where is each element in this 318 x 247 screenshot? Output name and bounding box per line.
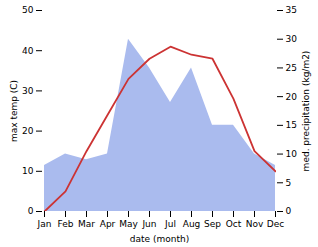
svg-text:15: 15 — [286, 120, 297, 130]
svg-text:50: 50 — [22, 5, 34, 15]
svg-text:Jan: Jan — [37, 219, 52, 229]
svg-text:Dec: Dec — [267, 219, 284, 229]
svg-text:0: 0 — [286, 206, 292, 216]
svg-text:10: 10 — [22, 166, 34, 176]
svg-text:date (month): date (month) — [130, 234, 189, 244]
svg-text:20: 20 — [22, 126, 34, 136]
svg-text:35: 35 — [286, 5, 297, 15]
svg-text:Jun: Jun — [141, 219, 156, 229]
svg-text:Apr: Apr — [100, 219, 116, 229]
svg-text:Oct: Oct — [226, 219, 242, 229]
svg-text:Jul: Jul — [164, 219, 176, 229]
svg-text:30: 30 — [22, 86, 34, 96]
svg-text:30: 30 — [286, 34, 298, 44]
svg-text:0: 0 — [28, 206, 34, 216]
svg-text:Feb: Feb — [58, 219, 74, 229]
svg-text:Mar: Mar — [78, 219, 95, 229]
svg-text:Nov: Nov — [246, 219, 264, 229]
svg-text:med. precipitation (kg/m2): med. precipitation (kg/m2) — [301, 51, 311, 172]
svg-text:5: 5 — [286, 178, 292, 188]
svg-text:Sep: Sep — [204, 219, 221, 229]
svg-text:20: 20 — [286, 92, 298, 102]
svg-text:10: 10 — [286, 149, 298, 159]
svg-text:max temp (C): max temp (C) — [9, 80, 19, 142]
svg-text:Aug: Aug — [183, 219, 201, 229]
svg-text:May: May — [119, 219, 138, 229]
svg-text:25: 25 — [286, 63, 297, 73]
svg-text:40: 40 — [22, 46, 34, 56]
